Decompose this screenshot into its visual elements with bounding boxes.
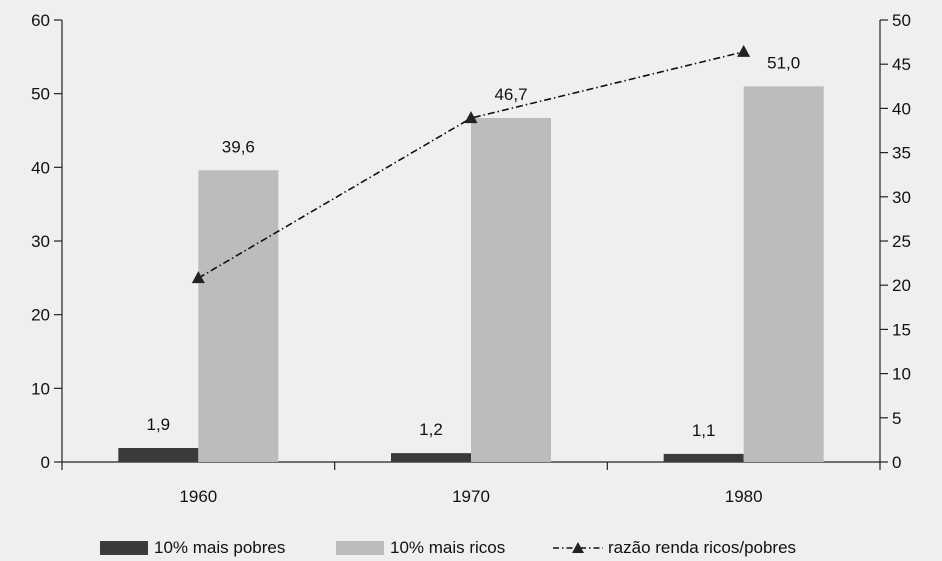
y-left-tick-label: 40	[31, 158, 50, 177]
bar-rich	[471, 117, 551, 462]
legend-item-poor: 10% mais pobres	[100, 537, 285, 559]
y-right-tick-label: 40	[892, 99, 911, 118]
legend-label-ratio: razão renda ricos/pobres	[608, 538, 797, 557]
bar-rich	[198, 170, 279, 462]
y-right-tick-label: 30	[892, 188, 911, 207]
legend-label-poor: 10% mais pobres	[154, 538, 286, 557]
y-right-tick-label: 15	[892, 320, 911, 339]
y-right-tick-label: 20	[892, 276, 911, 295]
data-label-poor: 1,9	[147, 415, 171, 434]
y-right-tick-label: 25	[892, 232, 911, 251]
legend-item-rich: 10% mais ricos	[336, 537, 505, 559]
y-right-tick-label: 45	[892, 55, 911, 74]
legend-swatch-ratio	[553, 542, 603, 553]
bar-rich	[743, 86, 824, 463]
bar-poor	[118, 448, 199, 462]
legend: 10% mais pobres 10% mais ricos razão ren…	[0, 537, 942, 561]
legend-label-rich: 10% mais ricos	[390, 538, 506, 557]
y-left-tick-label: 60	[31, 11, 50, 30]
y-right-tick-label: 0	[892, 453, 901, 472]
y-left-tick-label: 0	[41, 453, 50, 472]
data-label-rich: 39,6	[222, 137, 255, 156]
bar-poor	[391, 453, 471, 462]
legend-swatch-poor	[100, 541, 148, 555]
data-label-poor: 1,2	[419, 420, 443, 439]
x-tick-label: 1970	[452, 487, 490, 506]
ratio-line	[197, 51, 744, 279]
y-left-tick-label: 50	[31, 85, 50, 104]
data-label-rich: 46,7	[494, 85, 527, 104]
x-tick-label: 1980	[725, 487, 763, 506]
ratio-marker	[464, 111, 478, 124]
y-right-tick-label: 50	[892, 11, 911, 30]
x-tick-label: 1960	[179, 487, 217, 506]
ratio-marker	[191, 271, 205, 284]
chart-svg: 0 10 20 30 40 50 60 0 5 10 15 20 25 30 35 40 45 50 1960 197…	[31, 11, 911, 506]
bar-poor	[663, 453, 744, 462]
ratio-marker	[737, 44, 751, 57]
y-right-tick-label: 5	[892, 409, 901, 428]
y-left-tick-label: 10	[31, 379, 50, 398]
data-label-rich: 51,0	[767, 53, 800, 72]
y-right-tick-label: 10	[892, 365, 911, 384]
y-left-tick-label: 30	[31, 232, 50, 251]
legend-item-ratio: razão renda ricos/pobres	[552, 537, 796, 559]
y-left-tick-label: 20	[31, 306, 50, 325]
data-label-poor: 1,1	[692, 421, 716, 440]
y-right-tick-label: 35	[892, 144, 911, 163]
legend-swatch-rich	[336, 541, 384, 555]
